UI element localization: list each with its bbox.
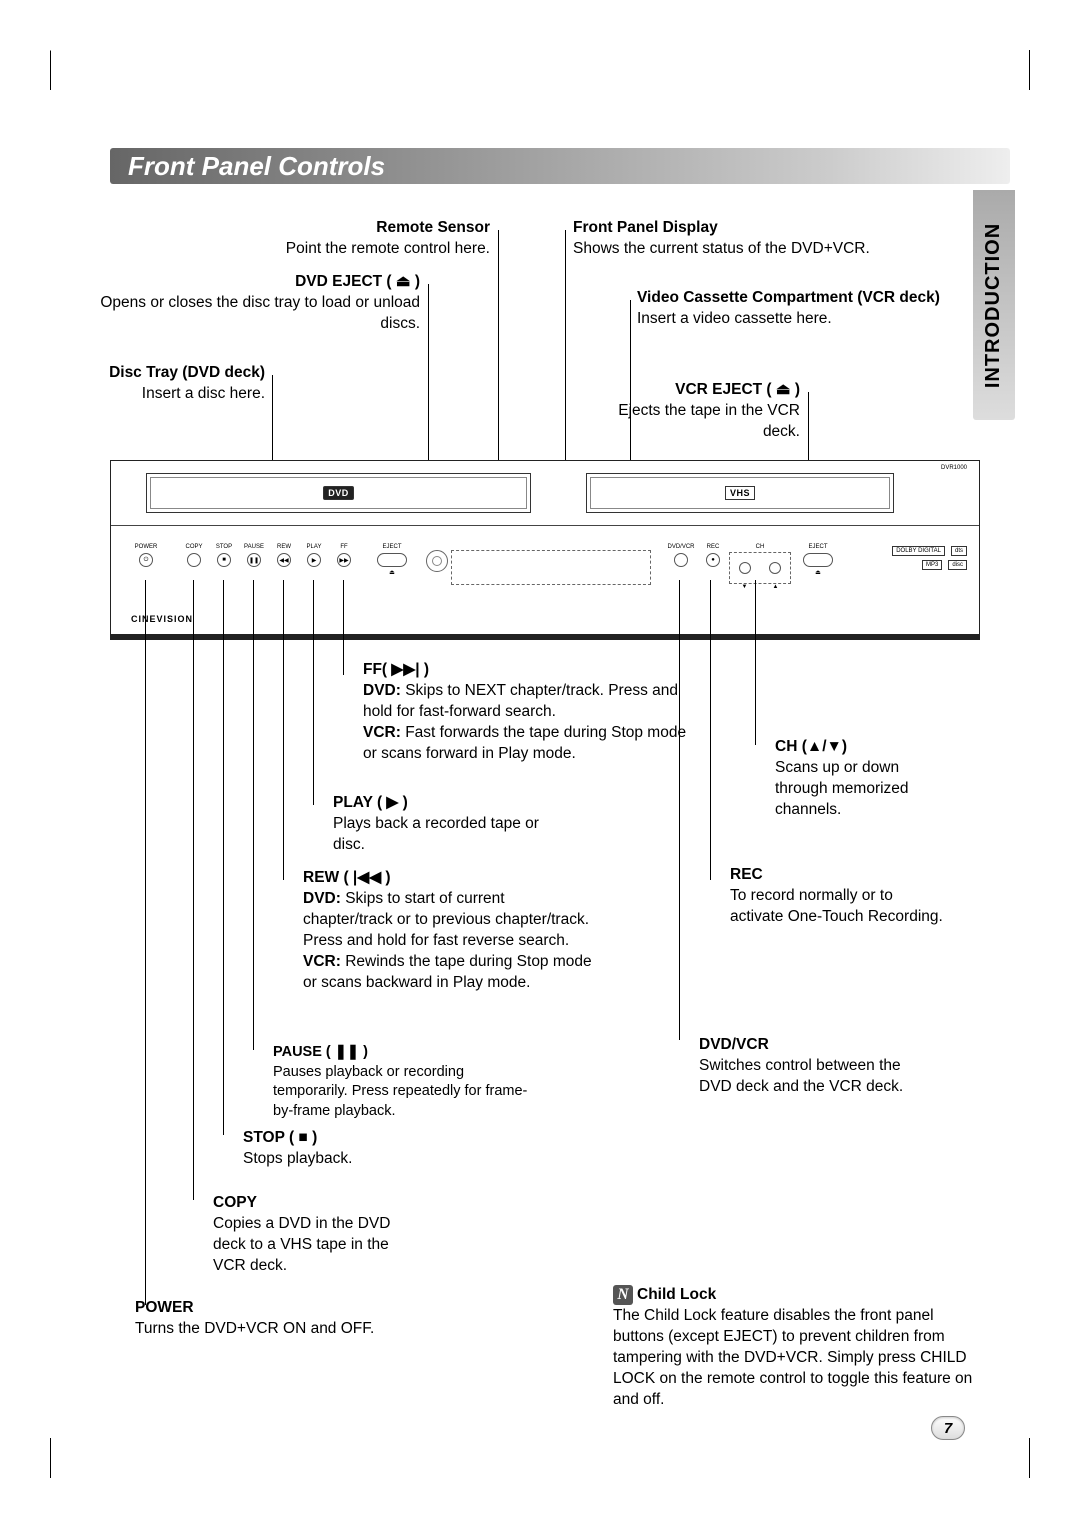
callout-title: Disc Tray (DVD deck) <box>109 364 265 381</box>
vcr-cassette-slot: VHS <box>586 473 894 513</box>
brand-label: CINEVISION <box>131 614 193 624</box>
format-logos: DOLBY DIGITAL dts MP3 disc <box>892 546 967 570</box>
vhs-logo: VHS <box>725 486 755 500</box>
callout-play: PLAY ( ▶ ) Plays back a recorded tape or… <box>333 793 543 856</box>
callout-rec: REC To record normally or to activate On… <box>730 865 950 928</box>
callout-stop: STOP ( ■ ) Stops playback. <box>243 1128 493 1170</box>
callout-dvdvcr: DVD/VCR Switches control between the DVD… <box>699 1035 929 1098</box>
vcr-eject-button: EJECT⏏ <box>799 544 837 576</box>
callout-pause: PAUSE ( ❚❚ ) Pauses playback or recordin… <box>273 1043 533 1121</box>
callout-desc: Point the remote control here. <box>286 240 490 257</box>
rec-button: REC● <box>698 544 728 567</box>
callout-title: VCR EJECT ( ⏏ ) <box>675 381 800 398</box>
dvd-disc-tray: DVD <box>146 473 531 513</box>
dvd-eject-button: EJECT⏏ <box>373 544 411 576</box>
section-tab-label: INTRODUCTION <box>983 222 1006 387</box>
remote-sensor-icon <box>426 550 448 572</box>
callout-title: Video Cassette Compartment (VCR deck) <box>637 289 940 306</box>
callout-desc: Insert a video cassette here. <box>637 310 832 327</box>
callout-title: Front Panel Display <box>573 219 718 236</box>
callout-title: DVD EJECT ( ⏏ ) <box>295 273 420 290</box>
callout-front-display: Front Panel Display Shows the current st… <box>573 218 943 260</box>
callout-desc: Opens or closes the disc tray to load or… <box>100 294 420 332</box>
callout-disc-tray: Disc Tray (DVD deck) Insert a disc here. <box>55 363 265 405</box>
callout-ch: CH (▲/▼) Scans up or down through memori… <box>775 737 955 821</box>
power-button: POWER⏻ <box>131 544 161 576</box>
callout-desc: Shows the current status of the DVD+VCR. <box>573 240 870 257</box>
callout-rew: REW ( |◀◀ ) DVD: Skips to start of curre… <box>303 868 598 994</box>
callout-desc: Insert a disc here. <box>142 385 265 402</box>
page-title: Front Panel Controls <box>128 151 385 182</box>
callout-dvd-eject: DVD EJECT ( ⏏ ) Opens or closes the disc… <box>95 272 420 335</box>
play-button: PLAY▶ <box>299 544 329 576</box>
callout-childlock: NChild Lock The Child Lock feature disab… <box>613 1285 983 1411</box>
page-number: 7 <box>931 1416 965 1440</box>
callout-desc: Ejects the tape in the VCR deck. <box>618 402 800 440</box>
ff-button: FF▶▶ <box>329 544 359 576</box>
ch-buttons: CH ▼▲ <box>729 544 791 590</box>
callout-copy: COPY Copies a DVD in the DVD deck to a V… <box>213 1193 413 1277</box>
rew-button: REW◀◀ <box>269 544 299 576</box>
title-bar: Front Panel Controls <box>110 148 1010 184</box>
callout-power: POWER Turns the DVD+VCR ON and OFF. <box>135 1298 455 1340</box>
pause-button: PAUSE❚❚ <box>239 544 269 576</box>
front-panel-display <box>451 550 651 585</box>
note-icon: N <box>613 1285 633 1305</box>
callout-remote-sensor: Remote Sensor Point the remote control h… <box>205 218 490 260</box>
copy-button: COPY <box>179 544 209 576</box>
callout-vcr-compartment: Video Cassette Compartment (VCR deck) In… <box>637 288 957 330</box>
callout-ff: FF( ▶▶| ) DVD: Skips to NEXT chapter/tra… <box>363 660 693 765</box>
dvd-logo: DVD <box>323 486 354 500</box>
section-tab: INTRODUCTION <box>973 190 1015 420</box>
device-front-panel: DVR1000 DVD VHS POWER⏻ COPY STOP■ PAUSE❚… <box>110 460 980 635</box>
dvdvcr-button: DVD/VCR <box>666 544 696 567</box>
stop-button: STOP■ <box>209 544 239 576</box>
callout-title: Remote Sensor <box>376 219 490 236</box>
